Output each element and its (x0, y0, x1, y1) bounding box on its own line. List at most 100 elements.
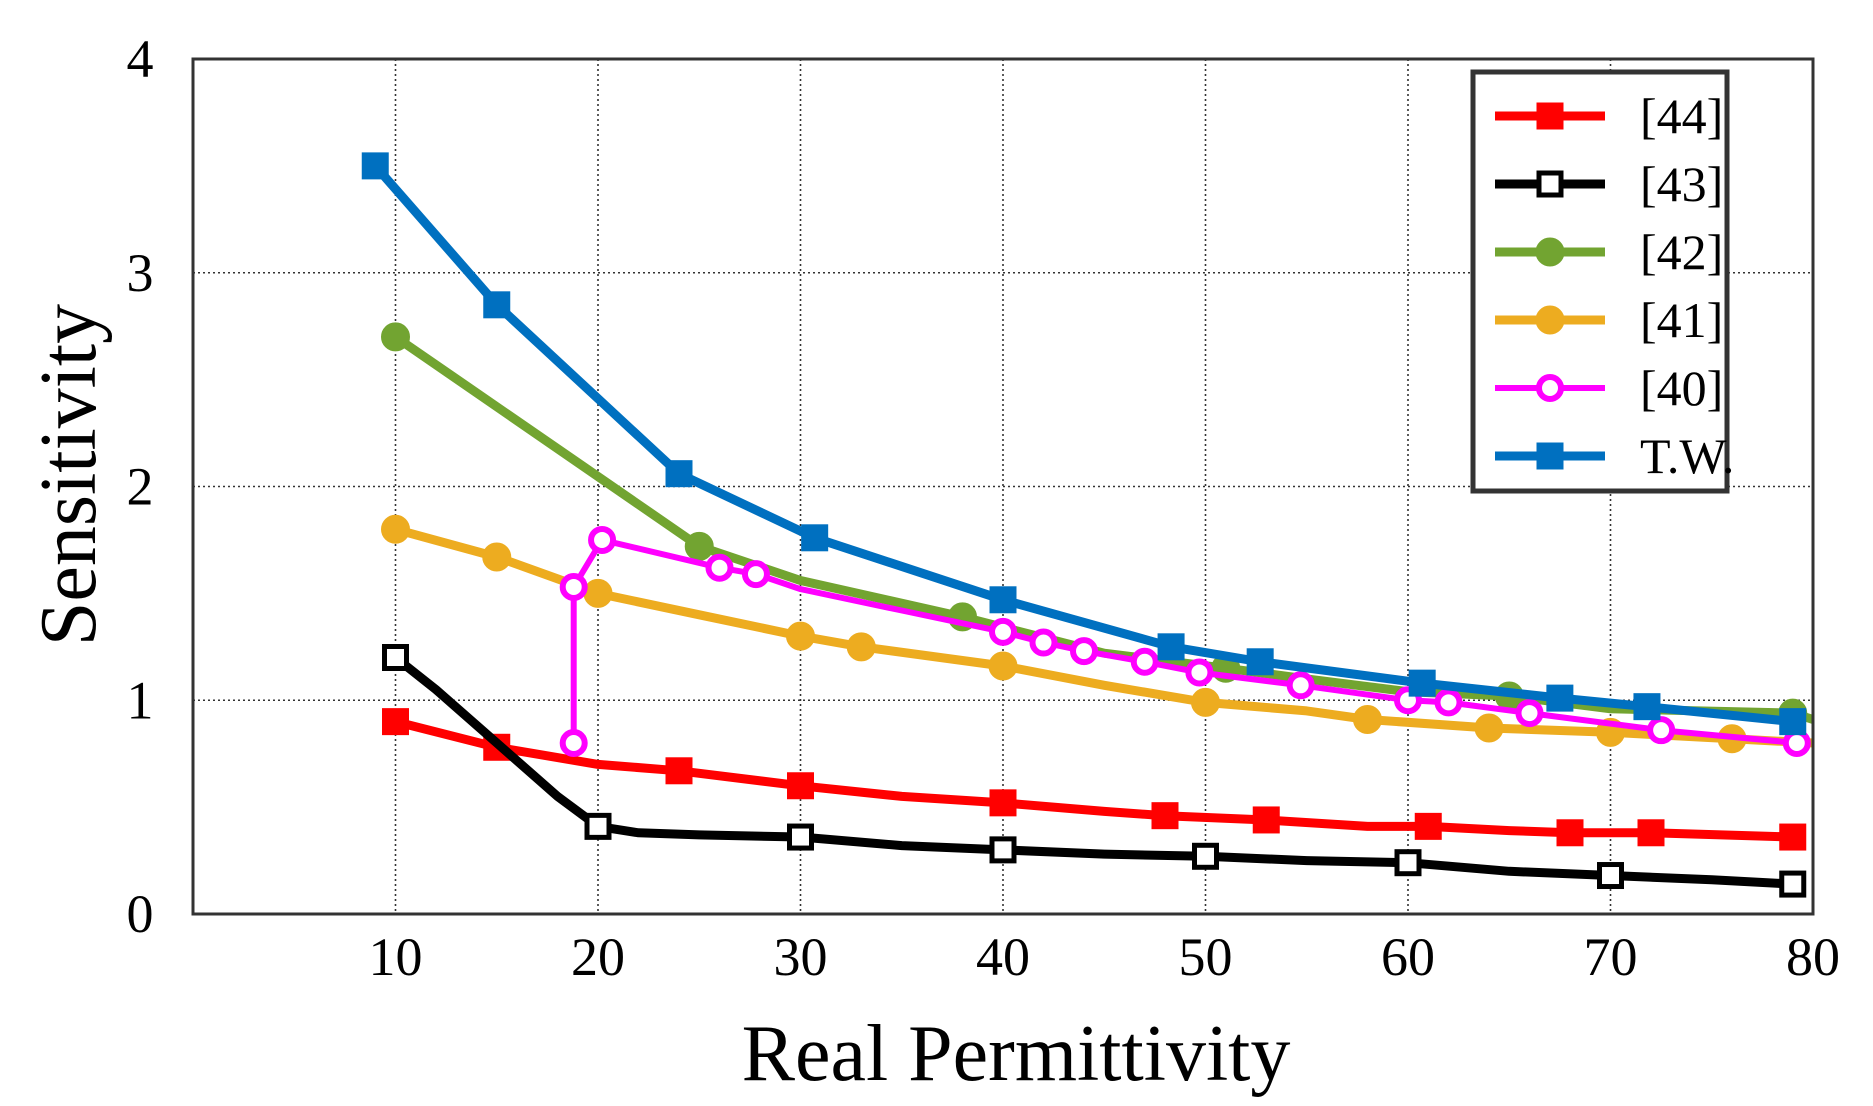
data-point (787, 823, 814, 851)
y-axis-title: Sensitivity (25, 304, 113, 646)
x-axis-title: Real Permittivity (742, 1010, 1291, 1098)
legend-label: [42] (1640, 224, 1723, 280)
series-1 (382, 644, 1807, 898)
data-point (1408, 669, 1436, 697)
data-point (1191, 687, 1220, 717)
legend-box (1470, 69, 1730, 494)
legend-entry: [42] (1495, 224, 1723, 280)
data-point (1029, 628, 1058, 657)
series-3 (381, 514, 1814, 754)
x-tick-label: 40 (976, 927, 1030, 987)
data-point (1414, 812, 1442, 840)
data-point (1434, 688, 1463, 717)
legend-marker (1536, 170, 1564, 198)
legend-label: [43] (1640, 156, 1723, 212)
data-point (1353, 704, 1382, 734)
series-layer (361, 152, 1815, 898)
data-point (1286, 671, 1315, 700)
data-point (801, 524, 829, 552)
data-point (1782, 729, 1811, 757)
plot-frame (191, 57, 1815, 916)
data-point (786, 621, 815, 651)
data-point (1151, 802, 1179, 830)
series-line (394, 717, 1793, 842)
y-tick-label: 0 (127, 884, 154, 944)
data-point (1779, 823, 1807, 851)
legend: [44] [43] [42] [41] [40] T.W. (1470, 69, 1734, 494)
legend-marker (1536, 374, 1564, 402)
data-point (1779, 708, 1807, 736)
x-tick-label: 80 (1786, 927, 1840, 987)
legend-label: [44] (1640, 88, 1723, 144)
data-point (1185, 658, 1214, 687)
data-point (588, 525, 617, 554)
data-point (1556, 819, 1584, 847)
data-point (361, 152, 389, 180)
data-point (381, 322, 410, 352)
data-point (1157, 633, 1185, 661)
legend-entry: [43] (1495, 156, 1723, 212)
y-tick-label: 4 (127, 29, 154, 89)
data-point (1474, 713, 1504, 743)
data-point (382, 644, 409, 671)
legend-entry: T.W. (1495, 428, 1734, 484)
data-point (559, 729, 588, 757)
data-point (787, 772, 814, 800)
data-point (705, 553, 734, 582)
legend-entry: [40] (1495, 360, 1723, 416)
legend-marker (1536, 442, 1564, 470)
series-5 (361, 152, 1807, 736)
data-point (482, 542, 512, 572)
data-point (989, 617, 1017, 646)
data-point (382, 708, 409, 736)
data-point (989, 836, 1017, 864)
x-tick-label: 70 (1584, 927, 1638, 987)
data-point (989, 586, 1017, 614)
legend-marker (1535, 305, 1565, 335)
data-point (741, 560, 770, 589)
x-tick-label: 30 (774, 927, 828, 987)
x-tick-label: 20 (571, 927, 625, 987)
data-point (1192, 842, 1219, 870)
data-point (1252, 806, 1280, 834)
tick-labels: 10 20 30 40 50 60 70 80 0 1 2 3 4 (127, 29, 1841, 987)
legend-items: [44] [43] [42] [41] [40] T.W. (1495, 88, 1734, 484)
data-point (846, 632, 876, 662)
data-point (665, 460, 693, 488)
y-tick-label: 2 (127, 457, 154, 517)
legend-entry: [41] (1495, 292, 1723, 348)
data-point (988, 651, 1018, 681)
legend-entry: [44] (1495, 88, 1723, 144)
legend-marker (1535, 237, 1565, 267)
data-point (1246, 648, 1274, 676)
data-point (559, 572, 588, 601)
data-point (1779, 870, 1807, 898)
data-point (583, 578, 613, 608)
x-tick-label: 50 (1179, 927, 1233, 987)
x-tick-label: 10 (369, 927, 423, 987)
legend-marker (1536, 102, 1564, 130)
y-tick-label: 3 (127, 243, 154, 303)
legend-label: [41] (1640, 292, 1723, 348)
data-point (1633, 693, 1661, 721)
data-point (1647, 716, 1676, 745)
data-point (1070, 637, 1098, 666)
data-point (1130, 647, 1159, 676)
series-line (394, 524, 1814, 748)
y-tick-label: 1 (127, 670, 154, 730)
data-point (584, 812, 612, 840)
series-line (392, 653, 1794, 889)
data-point (1515, 699, 1544, 728)
data-point (1394, 849, 1422, 877)
legend-label: [40] (1640, 360, 1723, 416)
data-point (665, 757, 693, 785)
data-point (1546, 684, 1574, 712)
legend-label: T.W. (1640, 428, 1734, 484)
data-point (1597, 862, 1624, 890)
data-point (381, 514, 410, 544)
data-point (684, 531, 714, 561)
series-4 (559, 525, 1811, 757)
data-point (989, 789, 1017, 817)
data-point (1637, 819, 1665, 847)
x-tick-label: 60 (1381, 927, 1435, 987)
